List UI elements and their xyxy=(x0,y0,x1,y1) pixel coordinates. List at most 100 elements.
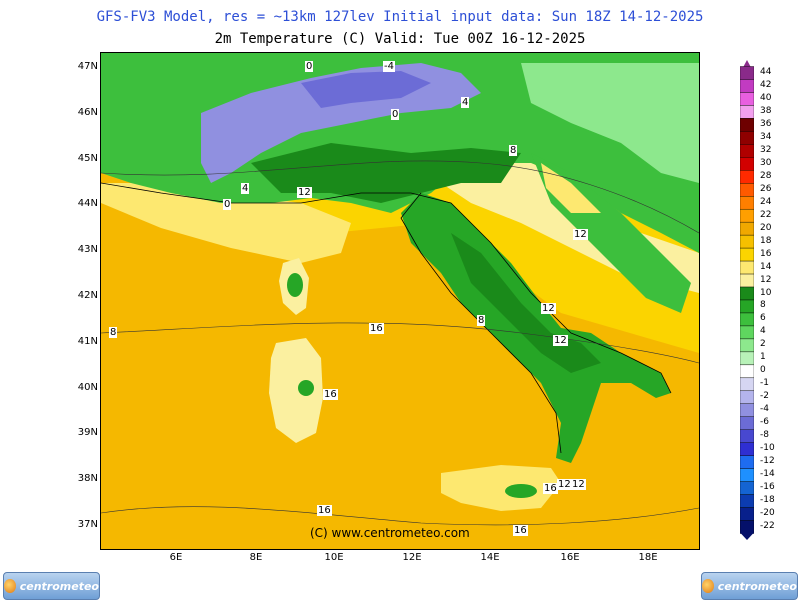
temperature-map: 0 -4 0 4 8 4 0 12 12 12 8 12 8 16 16 16 16 12 16 12 xyxy=(100,52,700,550)
colorbar-label: -6 xyxy=(760,417,769,428)
contour-label: 16 xyxy=(323,389,338,400)
colorbar-label: -10 xyxy=(760,443,775,454)
contour-label: 4 xyxy=(461,97,470,108)
colorbar-label: -20 xyxy=(760,508,775,519)
lat-label: 43N xyxy=(77,244,98,256)
colorbar-label: 12 xyxy=(760,274,772,285)
colorbar-label: 44 xyxy=(760,66,772,77)
colorbar-swatch xyxy=(740,234,754,249)
contour-label: 12 xyxy=(553,335,568,346)
lat-label: 45N xyxy=(77,152,98,164)
contour-label: 8 xyxy=(477,315,486,326)
sardinia xyxy=(269,338,323,443)
colorbar-swatch xyxy=(740,481,754,495)
colorbar-label: 34 xyxy=(760,131,772,142)
colorbar-label: -18 xyxy=(760,495,775,506)
colorbar-label: 10 xyxy=(760,287,772,298)
colorbar-swatch xyxy=(740,455,754,469)
lat-label: 44N xyxy=(77,198,98,210)
contour-label: 8 xyxy=(509,145,518,156)
colorbar-label: 6 xyxy=(760,313,766,324)
lat-label: 42N xyxy=(77,290,98,301)
colorbar-label: 28 xyxy=(760,170,772,181)
contour-label: 8 xyxy=(109,327,118,338)
lon-label: 10E xyxy=(324,552,344,563)
colorbar-swatch xyxy=(740,131,754,145)
colorbar-swatch xyxy=(740,208,754,223)
colorbar-label: 4 xyxy=(760,326,766,337)
lat-label: 47N xyxy=(77,61,98,72)
colorbar-label: -4 xyxy=(760,404,769,415)
colorbar-label: 18 xyxy=(760,235,772,246)
colorbar-label: 14 xyxy=(760,261,772,272)
lon-label: 18E xyxy=(638,552,658,563)
colorbar-swatch xyxy=(740,196,754,210)
colorbar-label: 8 xyxy=(760,300,766,311)
colorbar-swatch xyxy=(740,390,754,404)
contour-label: 12 xyxy=(573,229,588,240)
colorbar-bottom-arrow xyxy=(740,532,754,540)
colorbar-swatch xyxy=(740,144,754,158)
lat-label: 39N xyxy=(77,427,98,439)
colorbar-label: 1 xyxy=(760,352,766,363)
contour-label: 16 xyxy=(543,483,558,494)
logo-left: centrometeo xyxy=(3,572,100,600)
colorbar-swatch xyxy=(740,416,754,430)
colorbar-swatch xyxy=(740,429,754,443)
colorbar-swatch xyxy=(740,273,754,288)
map-subtitle: 2m Temperature (C) Valid: Tue 00Z 16-12-… xyxy=(214,31,586,47)
contour-label: 12 xyxy=(557,479,572,490)
colorbar-label: -2 xyxy=(760,391,769,402)
lat-label: 37N xyxy=(77,519,98,530)
contour-label: 16 xyxy=(513,525,528,536)
colorbar-label: 0 xyxy=(760,365,766,376)
colorbar-swatch xyxy=(740,286,754,301)
colorbar-label: 24 xyxy=(760,196,772,207)
colorbar-swatch xyxy=(740,66,754,80)
globe-icon xyxy=(4,579,16,593)
colorbar-label: 26 xyxy=(760,183,772,194)
contour-label: 0 xyxy=(391,109,400,120)
colorbar-label: -14 xyxy=(760,469,775,480)
map-title: GFS-FV3 Model, res = ~13km 127lev Initia… xyxy=(96,9,704,25)
contour-label: 0 xyxy=(223,199,232,210)
colorbar-label: 38 xyxy=(760,105,772,116)
colorbar-label: -1 xyxy=(760,378,769,389)
colorbar-label: 2 xyxy=(760,339,766,350)
colorbar-label: -8 xyxy=(760,430,769,441)
colorbar-swatch xyxy=(740,312,754,327)
contour-label: 16 xyxy=(317,505,332,516)
colorbar xyxy=(740,60,754,540)
colorbar-swatch xyxy=(740,92,754,106)
colorbar-swatch xyxy=(740,105,754,119)
colorbar-swatch xyxy=(740,183,754,197)
colorbar-swatch xyxy=(740,364,754,379)
contour-label: 12 xyxy=(297,187,312,198)
colorbar-label: 42 xyxy=(760,79,772,90)
contour-label: 0 xyxy=(305,61,314,72)
lon-label: 16E xyxy=(560,552,580,563)
lon-label: 6E xyxy=(169,552,183,563)
colorbar-label: -16 xyxy=(760,482,775,493)
lat-label: 46N xyxy=(77,106,98,118)
colorbar-label: -12 xyxy=(760,456,775,467)
colorbar-swatch xyxy=(740,507,754,521)
lon-label: 12E xyxy=(402,552,422,563)
colorbar-label: 40 xyxy=(760,92,772,103)
colorbar-swatch xyxy=(740,221,754,236)
contour-label: -4 xyxy=(383,61,395,72)
contour-label: 4 xyxy=(241,183,250,194)
colorbar-label: 22 xyxy=(760,209,772,220)
lat-label: 40N xyxy=(77,381,98,393)
colorbar-swatch xyxy=(740,170,754,184)
colorbar-label: 32 xyxy=(760,144,772,155)
colorbar-swatch xyxy=(740,157,754,171)
colorbar-swatch xyxy=(740,79,754,93)
lon-label: 8E xyxy=(249,552,263,563)
colorbar-label: 36 xyxy=(760,118,772,129)
lat-label: 38N xyxy=(77,473,98,485)
logo-right: centrometeo xyxy=(701,572,798,600)
contour-label: 12 xyxy=(541,303,556,314)
watermark: (C) www.centrometeo.com xyxy=(310,526,470,540)
colorbar-swatch xyxy=(740,494,754,508)
